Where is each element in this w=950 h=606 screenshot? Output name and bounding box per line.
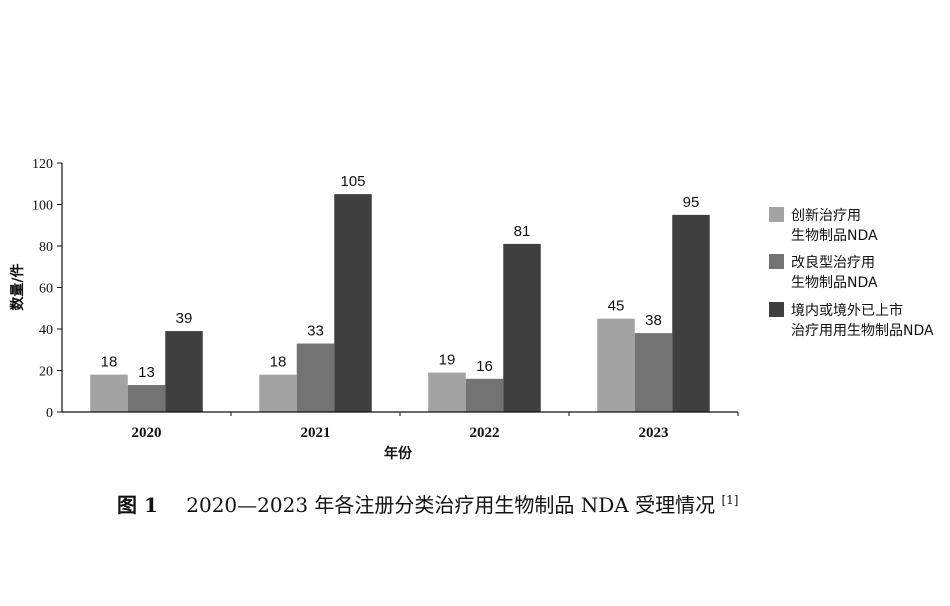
legend-label: 治疗用用生物制品NDA <box>791 323 934 339</box>
bar <box>90 374 128 412</box>
caption-reference: [1] <box>721 493 738 507</box>
y-tick-label: 40 <box>39 323 53 338</box>
legend-swatch <box>769 302 784 317</box>
data-label: 81 <box>514 223 531 240</box>
x-tick-label: 2020 <box>132 425 162 441</box>
figure-caption: 图 1 2020—2023 年各注册分类治疗用生物制品 NDA 受理情况 [1] <box>117 493 738 517</box>
bar <box>296 343 335 412</box>
y-tick-label: 20 <box>39 365 53 380</box>
data-label: 13 <box>138 364 155 381</box>
y-tick-label: 60 <box>39 282 53 297</box>
caption-text: 2020—2023 年各注册分类治疗用生物制品 NDA 受理情况 <box>186 493 715 517</box>
y-tick-label: 0 <box>46 406 53 421</box>
legend-swatch <box>769 254 784 269</box>
data-label: 38 <box>645 312 662 329</box>
y-axis-title: 数量/件 <box>9 263 26 310</box>
bar <box>165 331 203 412</box>
bar <box>334 194 372 412</box>
data-label: 18 <box>101 354 118 371</box>
x-axis-title: 年份 <box>384 445 413 462</box>
y-tick-label: 80 <box>39 240 53 255</box>
data-label: 33 <box>307 323 324 340</box>
data-label: 95 <box>683 194 700 211</box>
legend-label: 改良型治疗用 <box>791 255 875 271</box>
bar <box>259 374 297 412</box>
y-tick-label: 100 <box>32 199 53 214</box>
legend-swatch <box>769 207 784 222</box>
bar <box>597 318 635 412</box>
data-label: 18 <box>270 354 287 371</box>
data-label: 16 <box>476 358 493 375</box>
bar <box>672 214 710 412</box>
x-tick-label: 2021 <box>301 425 331 441</box>
data-label: 19 <box>439 352 456 369</box>
figure-label: 图 1 <box>117 493 158 517</box>
y-tick-label: 120 <box>32 157 53 172</box>
x-tick-label: 2022 <box>470 425 500 441</box>
legend-label: 生物制品NDA <box>791 275 878 291</box>
legend-label: 创新治疗用 <box>791 208 861 224</box>
bar <box>465 378 504 412</box>
bar <box>503 243 541 412</box>
bar <box>127 385 166 412</box>
x-tick-label: 2023 <box>639 425 669 441</box>
data-label: 39 <box>176 310 193 327</box>
bar <box>428 372 466 412</box>
data-label: 45 <box>608 298 625 315</box>
legend-label: 生物制品NDA <box>791 228 878 244</box>
bar <box>634 333 673 412</box>
data-label: 105 <box>340 173 365 190</box>
legend-label: 境内或境外已上市 <box>791 302 903 319</box>
